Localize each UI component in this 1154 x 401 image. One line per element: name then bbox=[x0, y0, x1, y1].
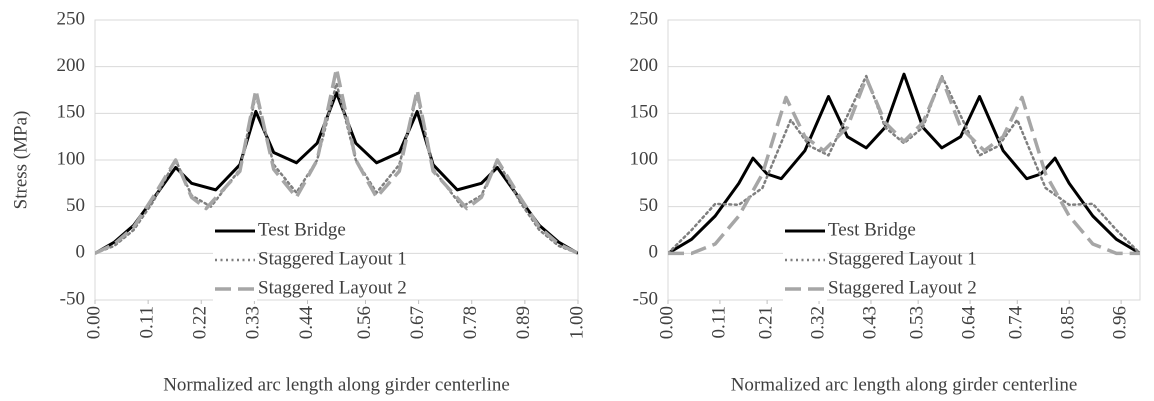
y-tick-label: 200 bbox=[630, 55, 659, 76]
series-line bbox=[95, 66, 578, 255]
y-tick-label: 100 bbox=[57, 148, 86, 169]
x-tick-label: 0.32 bbox=[807, 306, 828, 339]
plot-frame bbox=[94, 19, 579, 301]
series-line bbox=[95, 91, 578, 255]
y-tick-label: 50 bbox=[66, 195, 85, 216]
chart: -50 0 50 100 150 200 250 0.00 0.11 0.22 0.33 0.44 0.… bbox=[10, 8, 587, 395]
x-tick-label: 0.00 bbox=[83, 306, 104, 339]
x-tick-label: 0.96 bbox=[1109, 306, 1130, 339]
x-tick-label: 0.78 bbox=[460, 306, 481, 339]
x-tick-label: 0.74 bbox=[1006, 306, 1027, 340]
x-tick-label: 0.00 bbox=[656, 306, 677, 339]
x-tick-label: 0.11 bbox=[136, 306, 157, 339]
y-tick-label: 150 bbox=[630, 102, 659, 123]
series-line bbox=[668, 76, 1140, 256]
y-tick-label: 0 bbox=[76, 242, 86, 263]
y-tick-label: -50 bbox=[60, 288, 85, 309]
legend-label: Test Bridge bbox=[258, 219, 346, 240]
y-axis-label: Stress (MPa) bbox=[10, 111, 31, 210]
x-tick-label: 0.22 bbox=[190, 306, 211, 339]
chart: -50 0 50 100 150 200 250 0.00 0.11 0.21 0.32 0.43 0.… bbox=[630, 8, 1141, 395]
legend-label: Staggered Layout 2 bbox=[258, 277, 407, 298]
plot-frame bbox=[667, 19, 1141, 301]
x-tick-label: 0.33 bbox=[243, 306, 264, 339]
plot-area bbox=[668, 72, 1140, 256]
y-tick-label: 150 bbox=[57, 102, 86, 123]
x-axis-label: Normalized arc length along girder cente… bbox=[163, 374, 510, 395]
x-tick-label: 0.67 bbox=[407, 306, 428, 339]
y-tick-label: 200 bbox=[57, 55, 86, 76]
legend-label: Staggered Layout 1 bbox=[258, 248, 407, 269]
x-tick-label: 0.85 bbox=[1058, 306, 1079, 339]
series-line bbox=[668, 72, 1140, 255]
legend-bg bbox=[783, 248, 827, 272]
x-tick-label: 0.44 bbox=[296, 306, 317, 340]
x-tick-label: 0.89 bbox=[513, 306, 534, 339]
legend-bg bbox=[213, 248, 257, 272]
legend-label: Staggered Layout 2 bbox=[828, 277, 977, 298]
x-tick-label: 0.43 bbox=[859, 306, 880, 339]
plot-area bbox=[95, 66, 578, 255]
legend-label: Staggered Layout 1 bbox=[828, 248, 977, 269]
x-tick-label: 0.64 bbox=[958, 306, 979, 340]
x-tick-label: 0.21 bbox=[755, 306, 776, 339]
y-tick-label: 50 bbox=[639, 195, 658, 216]
y-tick-label: 250 bbox=[57, 8, 86, 29]
y-tick-label: 0 bbox=[649, 242, 659, 263]
x-tick-label: 0.53 bbox=[907, 306, 928, 339]
x-tick-label: 1.00 bbox=[566, 306, 587, 339]
legend-label: Test Bridge bbox=[828, 219, 916, 240]
y-tick-label: 250 bbox=[630, 8, 659, 29]
y-tick-label: 100 bbox=[630, 148, 659, 169]
y-tick-label: -50 bbox=[633, 288, 658, 309]
x-axis-label: Normalized arc length along girder cente… bbox=[731, 374, 1078, 395]
x-tick-label: 0.56 bbox=[354, 306, 375, 339]
x-tick-label: 0.11 bbox=[708, 306, 729, 339]
